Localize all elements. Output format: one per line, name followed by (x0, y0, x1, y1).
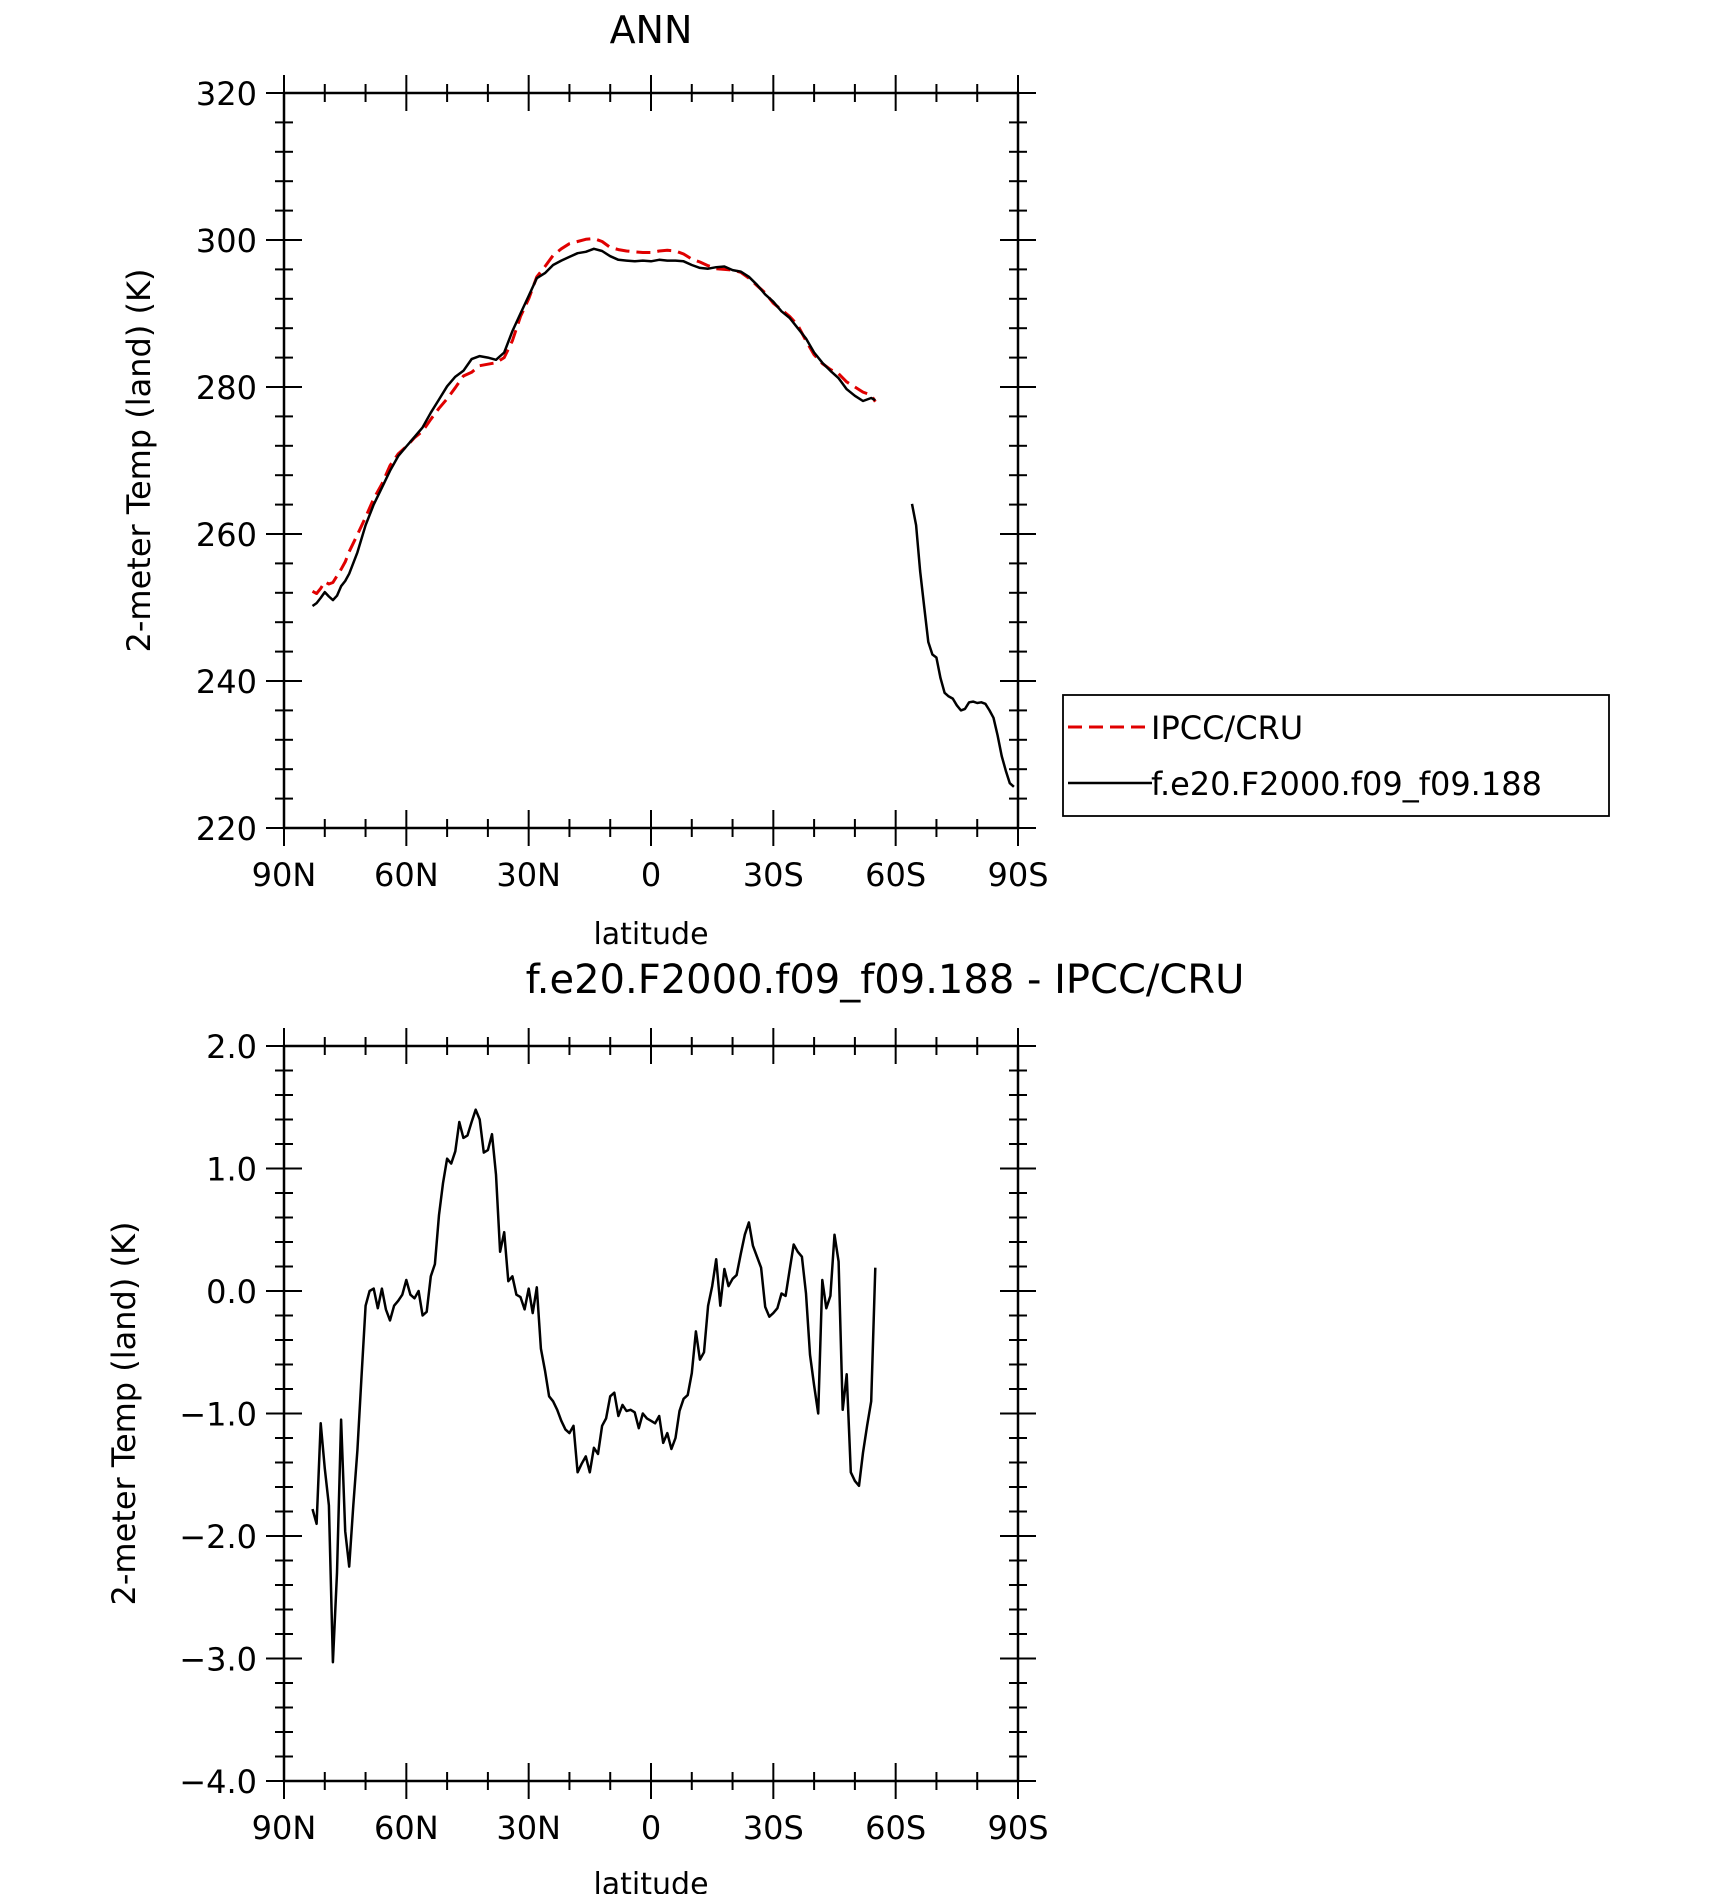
top-panel-y-axis-label: 2-meter Temp (land) (K) (120, 269, 158, 653)
y-tick-label: 320 (196, 75, 257, 113)
top-panel-title: ANN (610, 8, 693, 52)
y-tick-label: 300 (196, 222, 257, 260)
y-tick-label: 1.0 (206, 1151, 257, 1189)
y-tick-label: −4.0 (179, 1763, 257, 1801)
y-tick-label: 220 (196, 810, 257, 848)
top-panel-frame (282, 91, 1020, 830)
y-tick-label: 240 (196, 663, 257, 701)
bottom-panel: f.e20.F2000.f09_f09.188 - IPCC/CRU 90N 60… (105, 957, 1244, 1894)
legend-box (1062, 694, 1610, 817)
y-tick-label: −1.0 (179, 1396, 257, 1434)
x-tick-label: 60S (865, 856, 926, 894)
x-tick-label: 90N (252, 1809, 317, 1847)
x-tick-label: 30N (496, 856, 561, 894)
x-tick-label: 60N (374, 1809, 439, 1847)
bottom-panel-series (311, 1108, 877, 1664)
y-tick-label: −2.0 (179, 1518, 257, 1556)
x-tick-label: 30N (496, 1809, 561, 1847)
series-line-f-e20-f2000-f09-f09-188-1 (910, 503, 1015, 788)
series-line-f-e20-f2000-f09-f09-188-0 (311, 247, 876, 608)
legend-label-ipcc-cru: IPCC/CRU (1151, 709, 1303, 747)
x-tick-label: 0 (641, 856, 661, 894)
y-tick-label: −3.0 (179, 1641, 257, 1679)
x-tick-label: 90S (987, 856, 1048, 894)
x-tick-label: 60S (865, 1809, 926, 1847)
bottom-panel-ticks: 90N 60N 30N 0 30S 60S 90S −4.0 −3.0 −2.0 −1.0 0.0 1.… (179, 1028, 1049, 1847)
legend: IPCC/CRU f.e20.F2000.f09_f09.188 (1062, 694, 1610, 817)
x-tick-label: 90S (987, 1809, 1048, 1847)
x-tick-label: 30S (743, 856, 804, 894)
bottom-panel-title: f.e20.F2000.f09_f09.188 - IPCC/CRU (526, 957, 1245, 1003)
bottom-panel-y-axis-label: 2-meter Temp (land) (K) (105, 1222, 143, 1606)
x-tick-label: 30S (743, 1809, 804, 1847)
y-tick-label: 260 (196, 516, 257, 554)
top-panel-series (311, 237, 1015, 788)
x-tick-label: 60N (374, 856, 439, 894)
x-tick-label: 90N (252, 856, 317, 894)
bottom-panel-frame (282, 1044, 1020, 1783)
top-panel-x-axis-label: latitude (593, 917, 708, 952)
y-tick-label: 0.0 (206, 1273, 257, 1311)
x-tick-label: 0 (641, 1809, 661, 1847)
bottom-panel-x-axis-label: latitude (593, 1867, 708, 1894)
legend-label-model: f.e20.F2000.f09_f09.188 (1151, 765, 1542, 803)
top-panel: ANN 90N 60N 30N 0 30S 60S 90S 220 240 260 280 300 32… (120, 8, 1049, 952)
y-tick-label: 280 (196, 369, 257, 407)
series-line-difference-0 (311, 1108, 877, 1664)
top-panel-ticks: 90N 60N 30N 0 30S 60S 90S 220 240 260 280 300 320 (196, 75, 1049, 894)
series-line-ipcc-cru-0 (311, 237, 877, 595)
y-tick-label: 2.0 (206, 1028, 257, 1066)
